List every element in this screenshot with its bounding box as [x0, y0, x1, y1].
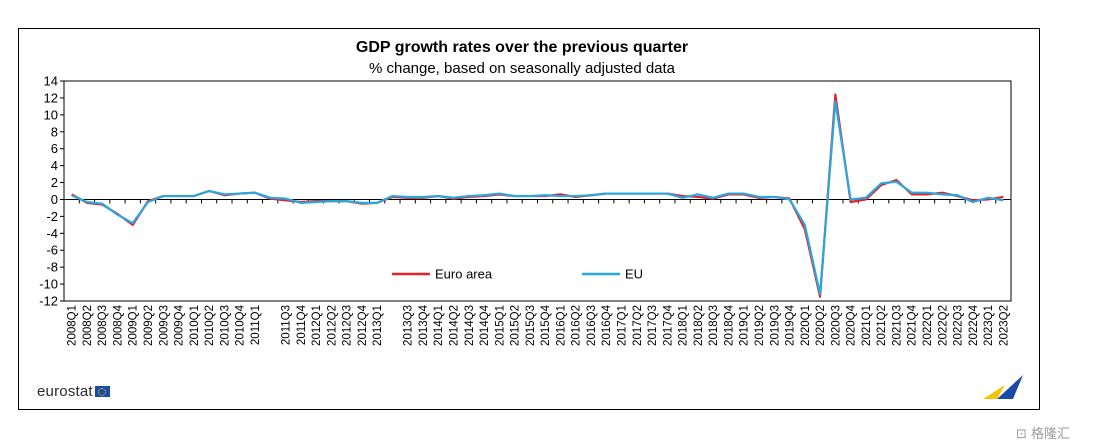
y-tick-label: 0 — [51, 192, 58, 207]
y-tick-label: 12 — [44, 90, 58, 105]
x-tick-label: 2010Q3 — [219, 305, 231, 346]
watermark: ⊡ 格隆汇 — [1016, 423, 1070, 442]
x-tick-label: 2009Q1 — [128, 305, 140, 346]
plot-area-border — [63, 80, 1012, 302]
x-tick-label: 2015Q2 — [510, 305, 522, 346]
x-tick-label: 2014Q4 — [479, 304, 491, 346]
y-tick-label: -6 — [46, 243, 58, 258]
x-tick-label: 2009Q4 — [174, 304, 186, 346]
x-tick-label: 2023Q1 — [983, 305, 995, 346]
logo-text: eurostat — [37, 383, 93, 400]
x-tick-label: 2022Q3 — [953, 305, 965, 346]
x-tick-label: 2008Q2 — [82, 305, 94, 346]
x-tick-label: 2013Q1 — [372, 305, 384, 346]
x-tick-label: 2008Q3 — [97, 305, 109, 346]
x-tick-label: 2021Q2 — [876, 305, 888, 346]
x-tick-label: 2020Q1 — [800, 305, 812, 346]
x-tick-label: 2019Q3 — [769, 305, 781, 346]
x-tick-label: 2014Q2 — [448, 305, 460, 346]
x-tick-label: 2013Q3 — [403, 305, 415, 346]
series-lines — [71, 93, 1004, 298]
series-line-eu — [71, 100, 1004, 296]
x-tick-label: 2012Q2 — [326, 305, 338, 346]
y-tick-label: -2 — [46, 209, 58, 224]
x-tick-label: 2022Q4 — [968, 304, 980, 346]
chart-frame: GDP growth rates over the previous quart… — [18, 28, 1040, 410]
x-tick-label: 2010Q4 — [235, 304, 247, 346]
x-tick-label: 2016Q1 — [555, 305, 567, 346]
x-tick-label: 2019Q2 — [754, 305, 766, 346]
x-tick-label: 2015Q4 — [540, 304, 552, 346]
x-tick-label: 2021Q3 — [891, 305, 903, 346]
x-tick-label: 2014Q1 — [433, 305, 445, 346]
x-tick-label: 2018Q4 — [723, 304, 735, 346]
chart-subtitle: % change, based on seasonally adjusted d… — [369, 60, 676, 77]
x-tick-label: 2017Q3 — [647, 305, 659, 346]
x-tick-label: 2008Q1 — [67, 305, 79, 346]
x-tick-label: 2013Q4 — [418, 304, 430, 346]
x-tick-label: 2010Q1 — [189, 305, 201, 346]
y-tick-label: -4 — [46, 226, 58, 241]
x-tick-label: 2012Q4 — [357, 304, 369, 346]
watermark-icon: ⊡ — [1016, 427, 1027, 442]
x-tick-label: 2016Q2 — [571, 305, 583, 346]
y-tick-label: -10 — [39, 277, 58, 292]
watermark-text: 格隆汇 — [1031, 427, 1071, 442]
x-tick-label: 2008Q4 — [112, 304, 124, 346]
y-tick-label: -8 — [46, 260, 58, 275]
y-tick-label: 2 — [51, 175, 58, 190]
y-tick-label: 10 — [44, 107, 58, 122]
x-tick-label: 2020Q4 — [846, 304, 858, 346]
x-tick-label: 2012Q1 — [311, 305, 323, 346]
y-tick-label: 6 — [51, 141, 58, 156]
y-tick-label: 14 — [44, 74, 58, 89]
legend: Euro area EU — [392, 267, 643, 282]
x-tick-label: 2009Q3 — [158, 305, 170, 346]
x-tick-label: 2009Q2 — [143, 305, 155, 346]
x-tick-label: 2015Q1 — [494, 305, 506, 346]
x-tick-label: 2023Q2 — [998, 305, 1010, 346]
x-tick-label: 2018Q1 — [678, 305, 690, 346]
x-axis: 2008Q1 2008Q2 2008Q3 2008Q4 2009Q1 2009Q2 2009… — [63, 198, 1012, 346]
y-tick-label: 4 — [51, 158, 58, 173]
x-tick-label: 2020Q2 — [815, 305, 827, 346]
x-tick-label: 2017Q2 — [632, 305, 644, 346]
x-tick-label: 2010Q2 — [204, 305, 216, 346]
eurostat-mark-icon — [983, 375, 1023, 399]
x-tick-label: 2020Q3 — [830, 305, 842, 346]
x-tick-label: 2022Q1 — [922, 305, 934, 346]
x-tick-label: 2017Q4 — [662, 304, 674, 346]
x-tick-label: 2014Q3 — [464, 305, 476, 346]
x-tick-label: 2021Q1 — [861, 305, 873, 346]
eu-flag-icon — [94, 386, 110, 397]
x-tick-label: 2012Q3 — [342, 305, 354, 346]
x-tick-label: 2019Q1 — [739, 305, 751, 346]
x-tick-label: 2019Q4 — [785, 304, 797, 346]
x-tick-label: 2016Q4 — [601, 304, 613, 346]
x-tick-label: 2011Q3 — [280, 305, 292, 345]
y-tick-label: 8 — [51, 124, 58, 139]
x-tick-label: 2022Q2 — [937, 305, 949, 346]
chart-svg: GDP growth rates over the previous quart… — [39, 39, 1012, 346]
x-tick-label: 2017Q1 — [617, 305, 629, 346]
x-tick-label: 2015Q3 — [525, 305, 537, 346]
x-tick-label: 2011Q1 — [250, 305, 262, 345]
chart-title: GDP growth rates over the previous quart… — [356, 39, 688, 56]
x-tick-label: 2018Q2 — [693, 305, 705, 346]
legend-label: EU — [625, 267, 643, 282]
y-tick-label: -12 — [39, 294, 58, 309]
x-tick-label: 2021Q4 — [907, 304, 919, 346]
eurostat-logo: eurostat — [37, 383, 110, 400]
legend-label: Euro area — [435, 267, 493, 282]
x-tick-label: 2011Q4 — [296, 304, 308, 345]
x-tick-label: 2018Q3 — [708, 305, 720, 346]
x-tick-label: 2016Q3 — [586, 305, 598, 346]
